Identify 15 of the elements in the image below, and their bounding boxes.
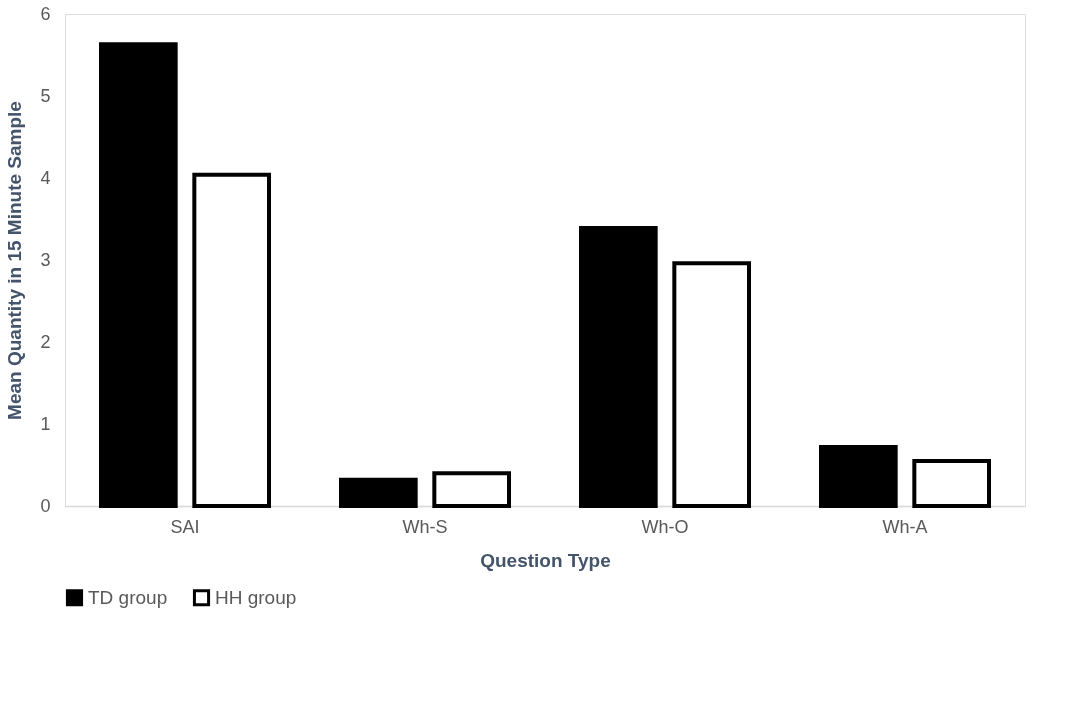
x-axis-title: Question Type xyxy=(480,549,611,571)
y-tick-label: 1 xyxy=(40,413,51,434)
y-tick-label: 0 xyxy=(40,495,51,516)
legend-label: HH group xyxy=(215,586,297,608)
y-tick-label: 3 xyxy=(40,249,51,270)
x-tick-label: Wh-O xyxy=(641,516,689,537)
y-tick-label: 4 xyxy=(40,167,51,188)
y-tick-label: 6 xyxy=(40,3,51,24)
x-tick-label: Wh-A xyxy=(882,516,928,537)
y-axis-title: Mean Quantity in 15 Minute Sample xyxy=(4,101,26,420)
legend-label: TD group xyxy=(88,586,168,608)
x-tick-label: Wh-S xyxy=(402,516,448,537)
y-tick-label: 2 xyxy=(40,331,51,352)
y-tick-label: 5 xyxy=(40,85,51,106)
x-tick-label: SAI xyxy=(170,516,200,537)
